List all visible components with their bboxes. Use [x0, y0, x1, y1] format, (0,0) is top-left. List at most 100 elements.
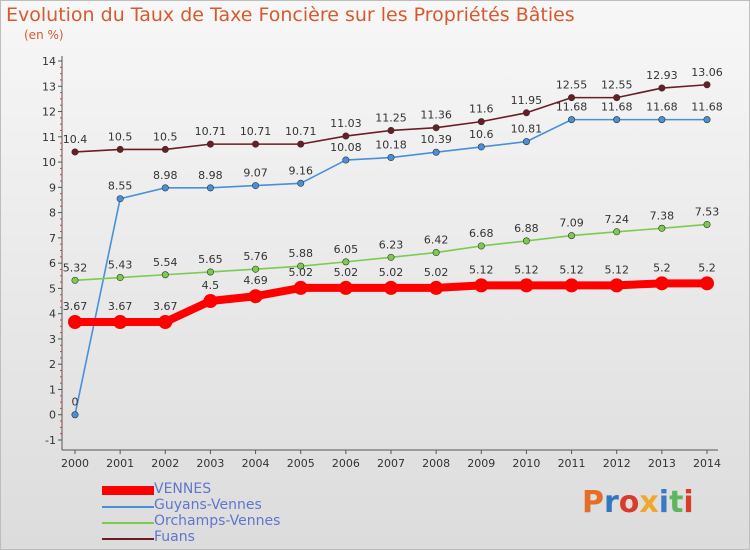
legend-label: VENNES [154, 481, 212, 497]
y-tick-label: 4 [49, 308, 56, 321]
x-tick-label: 2010 [512, 457, 540, 470]
data-label: 7.24 [604, 213, 629, 226]
data-label: 11.68 [556, 101, 588, 114]
data-point [206, 140, 214, 148]
data-label: 5.02 [288, 266, 313, 279]
x-tick-label: 2013 [648, 457, 676, 470]
data-point [474, 278, 489, 293]
data-point [568, 232, 576, 240]
data-label: 3.67 [153, 300, 178, 313]
data-point [613, 94, 621, 102]
x-tick-label: 2014 [693, 457, 721, 470]
y-tick-label: 7 [49, 232, 56, 245]
data-label: 7.53 [695, 205, 720, 218]
data-point [116, 145, 124, 153]
data-point [432, 124, 440, 132]
data-label: 5.12 [514, 263, 539, 276]
data-point [161, 145, 169, 153]
data-label: 4.5 [202, 279, 220, 292]
x-tick-label: 2012 [603, 457, 631, 470]
data-point [297, 262, 305, 270]
data-label: 5.76 [243, 250, 268, 263]
logo-letter: i [683, 485, 694, 520]
data-point [252, 265, 260, 273]
chart-title: Evolution du Taux de Taxe Foncière sur l… [6, 4, 575, 26]
data-label: 5.54 [153, 256, 178, 269]
data-point [522, 109, 530, 117]
data-label: 10.71 [195, 125, 227, 138]
data-point [429, 280, 444, 295]
data-point [71, 411, 79, 419]
logo-letter: x [639, 485, 659, 520]
data-label: 3.67 [63, 300, 88, 313]
data-label: 10.5 [153, 130, 178, 143]
data-point [654, 276, 669, 291]
y-tick-label: 5 [49, 282, 56, 295]
data-label: 5.88 [288, 247, 313, 260]
logo-letter: t [669, 485, 684, 520]
y-tick-label: 13 [42, 80, 56, 93]
series-vennes [68, 276, 714, 330]
data-label: 6.42 [424, 234, 449, 247]
data-label: 5.43 [108, 259, 133, 272]
data-point [206, 184, 214, 192]
data-label: 11.95 [511, 94, 543, 107]
data-point [68, 315, 82, 330]
data-point [161, 271, 169, 279]
data-label: 10.18 [375, 139, 407, 152]
series-orchamps-vennes [71, 220, 711, 284]
data-point [568, 94, 576, 102]
data-label: 5.65 [198, 253, 223, 266]
data-point [703, 220, 711, 228]
x-tick-label: 2007 [377, 457, 405, 470]
data-label: 5.02 [334, 266, 359, 279]
data-point [658, 116, 666, 124]
legend-item-vennes: VENNES [102, 481, 402, 498]
data-point [700, 276, 714, 291]
data-point [613, 116, 621, 124]
y-tick-label: 11 [42, 131, 56, 144]
data-point [116, 195, 124, 203]
data-label: 8.98 [153, 169, 178, 182]
logo-letter: o [618, 485, 640, 520]
data-point [338, 280, 353, 295]
data-label: 6.68 [469, 227, 494, 240]
data-point [113, 315, 128, 330]
x-tick-label: 2003 [196, 457, 224, 470]
series-guyans-vennes [71, 116, 711, 419]
legend-swatch [102, 522, 154, 524]
y-tick-label: 9 [49, 181, 56, 194]
data-point [519, 278, 534, 293]
data-point [342, 156, 350, 164]
legend-label: Orchamps-Vennes [154, 513, 281, 529]
data-label: 12.93 [646, 69, 678, 82]
y-tick-label: 1 [49, 383, 56, 396]
legend-swatch [102, 506, 154, 508]
data-label: 6.05 [334, 243, 359, 256]
data-point [568, 116, 576, 124]
data-point [658, 84, 666, 92]
unit-label: (en %) [24, 28, 64, 42]
x-tick-label: 2008 [422, 457, 450, 470]
data-point [297, 179, 305, 187]
data-point [613, 228, 621, 236]
data-point [387, 154, 395, 162]
data-label: 13.06 [691, 66, 723, 79]
y-tick-label: -1 [45, 434, 56, 447]
data-point [71, 148, 79, 156]
data-point [522, 138, 530, 146]
x-tick-label: 2002 [151, 457, 179, 470]
data-point [71, 276, 79, 284]
data-label: 5.2 [698, 261, 716, 274]
data-point [609, 278, 624, 293]
data-label: 11.68 [646, 101, 678, 114]
data-label: 7.38 [650, 209, 675, 222]
data-label: 5.2 [653, 261, 671, 274]
series-fuans [71, 81, 711, 156]
logo-letter: i [658, 485, 670, 520]
data-point [252, 182, 260, 190]
data-point [703, 81, 711, 89]
y-tick-label: 10 [42, 156, 56, 169]
legend-swatch [102, 486, 154, 495]
